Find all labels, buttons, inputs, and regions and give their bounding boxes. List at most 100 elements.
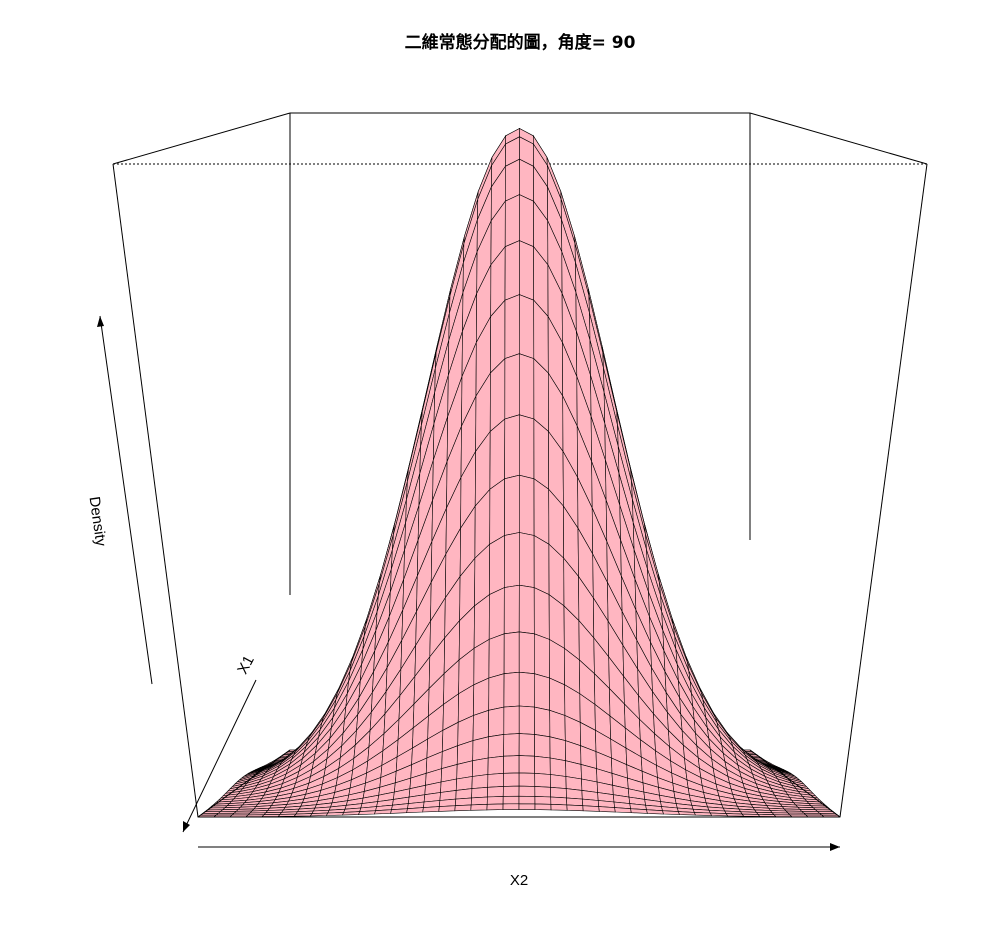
- surface-facet: [489, 534, 505, 596]
- surface-facet: [565, 776, 583, 791]
- surface-facet: [487, 772, 504, 788]
- surface-facet: [534, 706, 551, 738]
- surface-facet: [533, 673, 551, 711]
- x1-axis-arrow: [182, 679, 257, 833]
- surface-facet: [534, 786, 552, 798]
- surface-facet: [293, 813, 313, 817]
- surface-facet: [549, 709, 566, 741]
- surface-facet: [534, 734, 551, 759]
- surface-facet: [503, 705, 520, 735]
- surface-facet: [741, 813, 761, 817]
- surface-facet: [455, 776, 473, 791]
- surface-facet: [534, 796, 552, 805]
- surface-facet: [503, 755, 520, 774]
- surface-facet: [709, 812, 729, 817]
- surface-facet: [533, 418, 550, 490]
- surface-facet: [245, 814, 265, 818]
- surface-facet: [677, 811, 696, 816]
- surface-facet: [518, 772, 536, 787]
- surface-facet: [565, 788, 583, 800]
- surface-facet: [472, 709, 490, 741]
- surface-facet: [309, 812, 329, 817]
- surface-facet: [534, 755, 551, 775]
- surface-facet: [471, 757, 489, 777]
- surface-facet: [438, 798, 457, 807]
- surface-facet: [519, 240, 535, 301]
- surface-facet: [549, 757, 567, 777]
- surface-facet: [519, 194, 534, 248]
- x2-axis-label: X2: [510, 872, 528, 889]
- surface-facet: [518, 414, 535, 480]
- density-axis-arrow: [97, 315, 153, 685]
- surface-facet: [325, 812, 345, 816]
- surface-facet: [504, 158, 520, 202]
- surface-facet: [489, 478, 505, 545]
- surface-facet: [454, 797, 472, 807]
- surface-facet: [488, 587, 505, 640]
- surface-facet: [549, 677, 566, 716]
- surface-facet: [503, 584, 520, 635]
- surface-facet: [489, 418, 506, 490]
- surface-facet: [406, 807, 424, 814]
- surface-facet: [487, 734, 505, 759]
- surface-facet: [504, 414, 520, 480]
- surface-facet: [503, 671, 520, 708]
- surface-facet: [518, 671, 535, 708]
- surface-facet: [455, 788, 473, 800]
- chart-title: 二維常態分配的圖，角度= 90: [405, 32, 636, 53]
- box-front-edges: [197, 749, 841, 818]
- box-back-edges: [112, 112, 928, 818]
- surface-facet: [358, 810, 377, 815]
- surface-facet: [342, 811, 361, 816]
- density-axis-label: Density: [86, 495, 110, 547]
- surface-facet: [534, 803, 552, 811]
- surface-facet: [550, 796, 568, 806]
- surface-facet: [487, 786, 504, 798]
- surface-facet: [472, 736, 489, 762]
- surface-facet: [518, 294, 535, 360]
- surface-facet: [518, 755, 536, 774]
- surface-facet: [503, 733, 520, 757]
- surface-facet: [470, 803, 488, 811]
- surface-facet: [504, 353, 520, 420]
- surface-facet: [534, 772, 551, 788]
- surface-facet: [533, 587, 550, 640]
- surface-facet: [374, 809, 392, 815]
- surface-facet: [488, 673, 505, 711]
- surface-facet: [488, 633, 505, 679]
- surface-facet: [614, 807, 632, 814]
- surface-facet: [473, 677, 490, 716]
- surface-facet: [518, 631, 535, 675]
- surface-facet: [503, 532, 520, 588]
- surface-facet: [503, 631, 520, 675]
- surface-facet: [390, 808, 408, 814]
- surface-facet: [518, 532, 535, 588]
- surface-facet: [486, 796, 504, 805]
- surface-facet: [549, 774, 567, 789]
- surface-facet: [422, 806, 440, 813]
- surface-facet: [518, 474, 535, 536]
- surface-facet: [504, 294, 520, 360]
- surface-facet: [518, 795, 536, 805]
- x2-axis-arrow: [198, 843, 840, 851]
- surface-facet: [488, 706, 505, 738]
- surface-facet: [518, 803, 536, 810]
- surface-facet: [566, 797, 584, 807]
- surface-facet: [662, 810, 680, 815]
- density-surface: [197, 128, 841, 818]
- surface-facet: [757, 814, 777, 817]
- surface-facet: [533, 478, 550, 545]
- surface-facet: [470, 796, 488, 806]
- surface-facet: [518, 353, 535, 420]
- surface-facet: [471, 774, 489, 789]
- surface-facet: [693, 812, 713, 816]
- surface-facet: [598, 806, 616, 813]
- surface-facet: [581, 798, 600, 807]
- surface-facet: [454, 804, 472, 812]
- surface-facet: [504, 474, 520, 536]
- surface-facet: [773, 814, 793, 818]
- surface-facet: [518, 705, 535, 735]
- surface-facet: [502, 785, 520, 797]
- surface-facet: [487, 755, 504, 775]
